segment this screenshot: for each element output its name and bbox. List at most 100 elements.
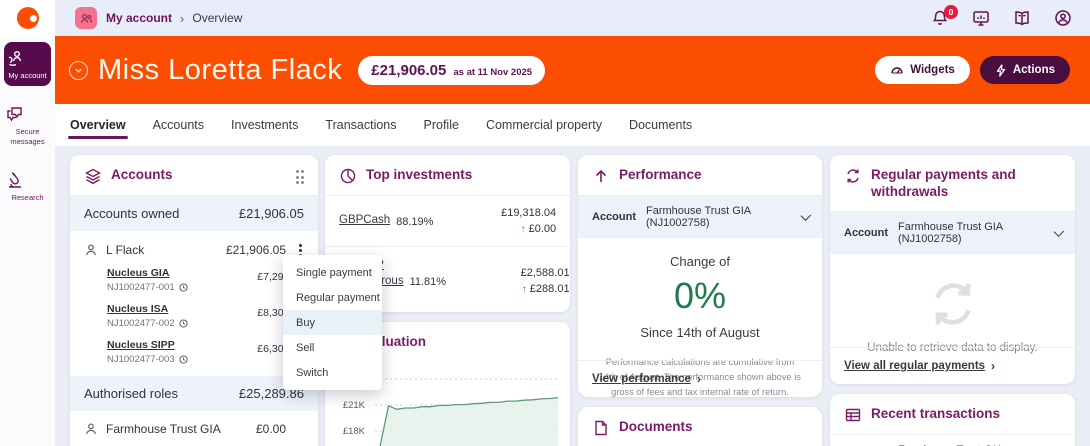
recent-transactions-header: Recent transactions xyxy=(830,394,1075,434)
actions-button[interactable]: Actions xyxy=(980,56,1070,84)
investment-value: £19,318.04 xyxy=(476,207,556,219)
library-book-icon[interactable] xyxy=(1013,9,1031,27)
performance-header: Performance xyxy=(578,155,822,195)
recent-transactions-card: Recent transactions Account Farmhouse Tr… xyxy=(830,394,1075,446)
tab-investments[interactable]: Investments xyxy=(231,106,298,144)
arrow-up-icon xyxy=(592,167,610,185)
up-arrow-icon: ↑ xyxy=(521,224,526,235)
tab-accounts[interactable]: Accounts xyxy=(153,106,204,144)
menu-item-sell[interactable]: Sell xyxy=(283,335,382,360)
menu-item-regular-payment[interactable]: Regular payment xyxy=(283,285,382,310)
sidebar: My account Secure messages Research xyxy=(0,36,55,446)
actions-button-label: Actions xyxy=(1013,64,1055,76)
menu-item-switch[interactable]: Switch xyxy=(283,360,382,385)
tab-commercial-property[interactable]: Commercial property xyxy=(486,106,602,144)
app-logo[interactable] xyxy=(0,0,55,36)
account-holder-name: Farmhouse Trust GIA xyxy=(106,422,256,436)
header-actions: Widgets Actions xyxy=(875,56,1070,84)
investment-row: GBPCash 88.19% £19,318.04 ↑ £0.00 xyxy=(325,196,570,246)
tab-overview[interactable]: Overview xyxy=(70,106,126,144)
sidebar-item-label: My account xyxy=(5,71,50,80)
performance-since: Since 14th of August xyxy=(578,325,822,340)
accounts-card: Accounts Accounts owned £21,906.05 L Fla… xyxy=(70,155,318,446)
investment-name-link[interactable]: GBPCash xyxy=(339,213,390,229)
profile-icon[interactable] xyxy=(1054,9,1072,27)
sidebar-item-label: Secure messages xyxy=(5,127,50,146)
menu-item-single-payment[interactable]: Single payment xyxy=(283,260,382,285)
nucleus-logo-icon xyxy=(17,7,39,29)
widgets-button-label: Widgets xyxy=(910,64,955,76)
sidebar-item-secure-messages[interactable]: Secure messages xyxy=(4,98,51,152)
breadcrumb-separator-icon: › xyxy=(180,11,184,26)
account-holder-value: £21,906.05 xyxy=(226,243,286,257)
account-label: Account xyxy=(844,227,888,239)
table-icon xyxy=(844,406,862,424)
performance-footer: View performance › xyxy=(578,360,822,397)
account-holder-value: £0.00 xyxy=(256,422,286,436)
documents-title: Documents xyxy=(619,419,693,436)
section-tabs: Overview Accounts Investments Transactio… xyxy=(55,104,1090,146)
regular-payments-card: Regular payments and withdrawals Account… xyxy=(830,155,1075,384)
chevron-down-icon xyxy=(1054,226,1065,237)
account-label: Account xyxy=(592,211,636,223)
account-holder-name: L Flack xyxy=(106,243,226,257)
account-value: Farmhouse Trust GIA (NJ1002758) xyxy=(646,205,789,229)
investment-value: £2,588.01 xyxy=(490,267,570,279)
recent-transactions-title: Recent transactions xyxy=(871,406,1000,423)
research-icon xyxy=(5,170,50,190)
sidebar-item-my-account[interactable]: My account xyxy=(4,42,51,86)
regular-payments-empty-state: Unable to retrieve data to display. xyxy=(830,254,1075,354)
document-icon xyxy=(592,419,610,437)
view-all-regular-payments-link[interactable]: View all regular payments xyxy=(844,360,985,372)
account-name-link[interactable]: Nucleus GIA xyxy=(107,267,257,279)
breadcrumb-bar: My account › Overview 0 xyxy=(55,0,1090,36)
account-name-link[interactable]: Nucleus ISA xyxy=(107,303,257,315)
performance-account-selector[interactable]: Account Farmhouse Trust GIA (NJ1002758) xyxy=(578,196,822,238)
dashboard-monitor-icon[interactable] xyxy=(972,9,990,27)
chevron-down-icon xyxy=(801,210,812,221)
people-icon xyxy=(80,12,93,25)
tab-profile[interactable]: Profile xyxy=(424,106,459,144)
top-investments-title: Top investments xyxy=(366,167,472,184)
breadcrumb-page: Overview xyxy=(192,11,242,25)
sidebar-item-research[interactable]: Research xyxy=(4,164,51,208)
up-arrow-icon: ↑ xyxy=(522,284,527,295)
regular-payments-footer: View all regular payments › xyxy=(830,347,1075,384)
recent-transactions-account-selector[interactable]: Account Farmhouse Trust GIA (NJ1002758) xyxy=(830,435,1075,446)
widgets-button[interactable]: Widgets xyxy=(875,56,970,84)
view-performance-link[interactable]: View performance xyxy=(592,373,691,385)
chevron-right-icon: › xyxy=(697,372,701,386)
performance-card: Performance Account Farmhouse Trust GIA … xyxy=(578,155,822,397)
authorised-roles-label: Authorised roles xyxy=(84,386,178,401)
account-row: Nucleus GIA NJ1002758-001 £0.00 xyxy=(70,440,318,446)
my-account-breadcrumb-icon[interactable] xyxy=(75,7,97,29)
my-account-icon xyxy=(5,48,50,68)
investment-percent: 11.81% xyxy=(410,276,447,288)
accounts-layers-icon xyxy=(84,167,102,185)
regular-payments-account-selector[interactable]: Account Farmhouse Trust GIA (NJ1002758) xyxy=(830,212,1075,254)
tab-documents[interactable]: Documents xyxy=(629,106,692,144)
drag-handle-icon[interactable] xyxy=(296,167,305,184)
performance-title: Performance xyxy=(619,167,702,184)
secure-messages-icon xyxy=(5,104,50,124)
tab-transactions[interactable]: Transactions xyxy=(325,106,396,144)
breadcrumb-section[interactable]: My account xyxy=(106,11,172,25)
refresh-cycle-icon xyxy=(925,276,981,332)
investment-change: £288.01 xyxy=(530,283,570,295)
menu-item-buy[interactable]: Buy xyxy=(283,310,382,335)
account-value: Farmhouse Trust GIA (NJ1002758) xyxy=(898,221,1042,245)
notifications-count-badge: 0 xyxy=(944,5,958,19)
regular-payments-header: Regular payments and withdrawals xyxy=(830,155,1075,211)
total-value-pill: £21,906.05 as at 11 Nov 2025 xyxy=(358,56,545,85)
documents-header: Documents xyxy=(578,407,822,446)
client-chevron-icon[interactable] xyxy=(69,61,88,80)
performance-percent: 0% xyxy=(578,275,822,317)
account-number: NJ1002477-003 xyxy=(107,354,175,365)
notifications-bell-icon[interactable]: 0 xyxy=(931,9,949,27)
refresh-cycle-icon xyxy=(844,167,862,185)
account-row: Nucleus GIA NJ1002477-001 £7,290.00 xyxy=(70,262,318,298)
lightning-icon xyxy=(995,64,1007,77)
client-name: Miss Loretta Flack xyxy=(98,54,342,87)
account-name-link[interactable]: Nucleus SIPP xyxy=(107,339,257,351)
regular-payments-title: Regular payments and withdrawals xyxy=(871,167,1036,201)
